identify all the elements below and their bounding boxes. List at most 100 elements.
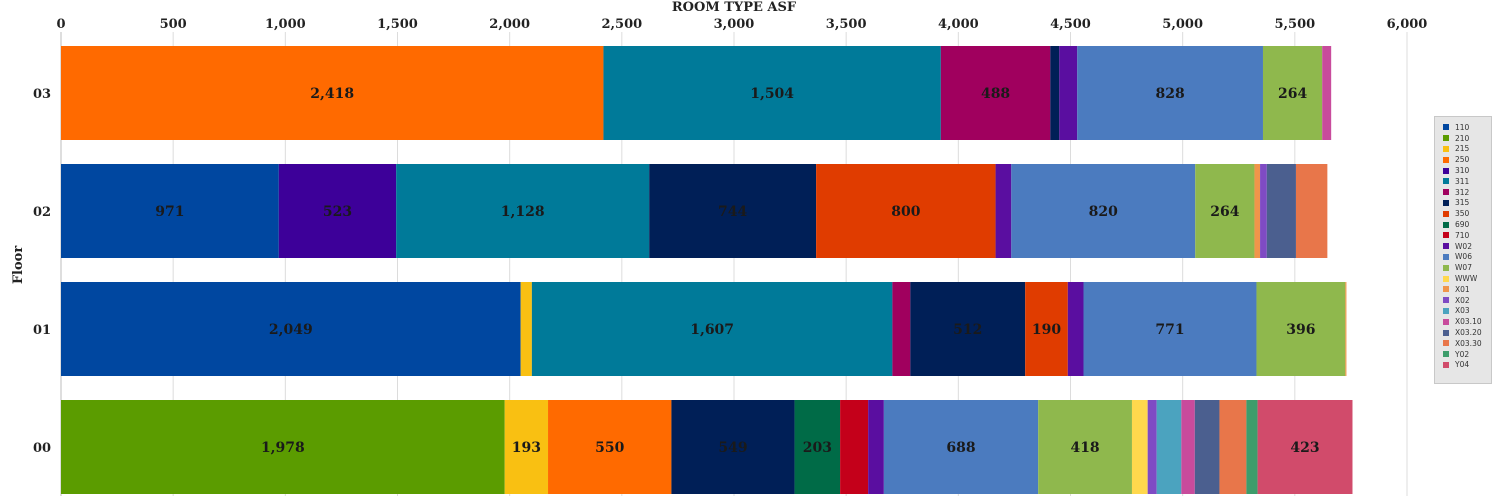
x-tick-label: 0 [56, 17, 65, 32]
bar-segment [548, 400, 672, 494]
legend-item: 210 [1443, 133, 1491, 144]
bar-segment [1181, 400, 1195, 494]
bar-segment [1257, 400, 1353, 494]
legend-swatch [1443, 124, 1449, 131]
legend-swatch [1443, 232, 1449, 239]
bar-segment [995, 164, 1012, 258]
legend-label: 110 [1455, 122, 1470, 132]
legend-swatch [1443, 210, 1449, 217]
bar-segment [1156, 400, 1182, 494]
y-category-label: 02 [33, 205, 51, 220]
legend-label: Y04 [1455, 360, 1470, 370]
legend-swatch [1443, 297, 1449, 304]
legend-item: X03.20 [1443, 327, 1491, 338]
legend-item: 110 [1443, 122, 1491, 133]
bar-segment [396, 164, 650, 258]
legend-swatch [1443, 189, 1449, 196]
bar-segment [649, 164, 817, 258]
legend-swatch [1443, 221, 1449, 228]
bar-segment [1147, 400, 1157, 494]
data-label: 1,128 [501, 204, 545, 220]
legend-item: 311 [1443, 176, 1491, 187]
legend-item: Y02 [1443, 349, 1491, 360]
data-label: 2,418 [310, 86, 354, 102]
x-tick-label: 5,500 [1274, 17, 1315, 32]
bar-segment [1067, 282, 1084, 376]
data-label: 828 [1155, 86, 1184, 102]
data-label: 800 [891, 204, 920, 220]
legend-swatch [1443, 351, 1449, 358]
data-label: 203 [803, 440, 832, 456]
y-axis-categories: 03 02 01 00 [33, 87, 51, 456]
legend-label: 350 [1455, 209, 1470, 219]
legend-swatch [1443, 361, 1449, 368]
legend-swatch [1443, 329, 1449, 336]
legend-item: WWW [1443, 273, 1491, 284]
legend-label: W07 [1455, 263, 1472, 273]
x-tick-label: 5,000 [1162, 17, 1203, 32]
bar-segment [940, 46, 1051, 140]
data-label: 512 [953, 322, 982, 338]
legend-item: W02 [1443, 241, 1491, 252]
y-category-label: 03 [33, 87, 51, 102]
bar-segment [504, 400, 549, 494]
legend-item: 315 [1443, 198, 1491, 209]
bar-segment [910, 282, 1026, 376]
x-tick-label: 4,500 [1050, 17, 1091, 32]
bar-segment [1050, 46, 1060, 140]
bar-segment [1038, 400, 1132, 494]
legend-label: X03.20 [1455, 328, 1482, 338]
legend-swatch [1443, 318, 1449, 325]
bar-segment [671, 400, 795, 494]
data-label: 771 [1155, 322, 1184, 338]
x-tick-label: 6,000 [1387, 17, 1428, 32]
legend-label: W06 [1455, 252, 1472, 262]
data-label: 2,049 [269, 322, 313, 338]
data-label: 1,607 [690, 322, 734, 338]
bar-segment [1254, 164, 1261, 258]
legend-label: X03.30 [1455, 338, 1482, 348]
bar-segment [1295, 164, 1328, 258]
data-label: 744 [718, 204, 747, 220]
legend-label: X02 [1455, 295, 1470, 305]
legend-swatch [1443, 275, 1449, 282]
x-tick-label: 2,500 [601, 17, 642, 32]
x-tick-label: 2,000 [489, 17, 530, 32]
legend-item: Y04 [1443, 360, 1491, 371]
legend-swatch [1443, 264, 1449, 271]
data-label: 971 [155, 204, 184, 220]
bar-segment [61, 164, 279, 258]
bars [61, 46, 1353, 494]
bar-segment [603, 46, 941, 140]
x-tick-label: 500 [160, 17, 187, 32]
legend-label: Y02 [1455, 349, 1470, 359]
legend-label: 311 [1455, 176, 1470, 186]
legend-label: 710 [1455, 230, 1470, 240]
bar-segment [1131, 400, 1148, 494]
bar-segment [61, 46, 604, 140]
x-tick-label: 3,500 [826, 17, 867, 32]
bar-segment [1262, 46, 1323, 140]
bar-segment [1345, 282, 1347, 376]
bar-segment [816, 164, 996, 258]
legend-swatch [1443, 135, 1449, 142]
legend-label: X03 [1455, 306, 1470, 316]
legend-label: 250 [1455, 155, 1470, 165]
legend-swatch [1443, 145, 1449, 152]
bar-segment [1077, 46, 1263, 140]
legend-swatch [1443, 253, 1449, 260]
y-category-label: 00 [33, 441, 51, 456]
legend-swatch [1443, 199, 1449, 206]
legend-label: 312 [1455, 187, 1470, 197]
data-label: 264 [1210, 204, 1239, 220]
x-tick-label: 1,500 [377, 17, 418, 32]
x-tick-label: 1,000 [265, 17, 306, 32]
data-label: 264 [1278, 86, 1307, 102]
bar-segment [1266, 164, 1296, 258]
legend-swatch [1443, 286, 1449, 293]
y-category-label: 01 [33, 323, 51, 338]
legend-label: X01 [1455, 284, 1470, 294]
data-label: 1,504 [750, 86, 794, 102]
x-tick-label: 3,000 [714, 17, 755, 32]
